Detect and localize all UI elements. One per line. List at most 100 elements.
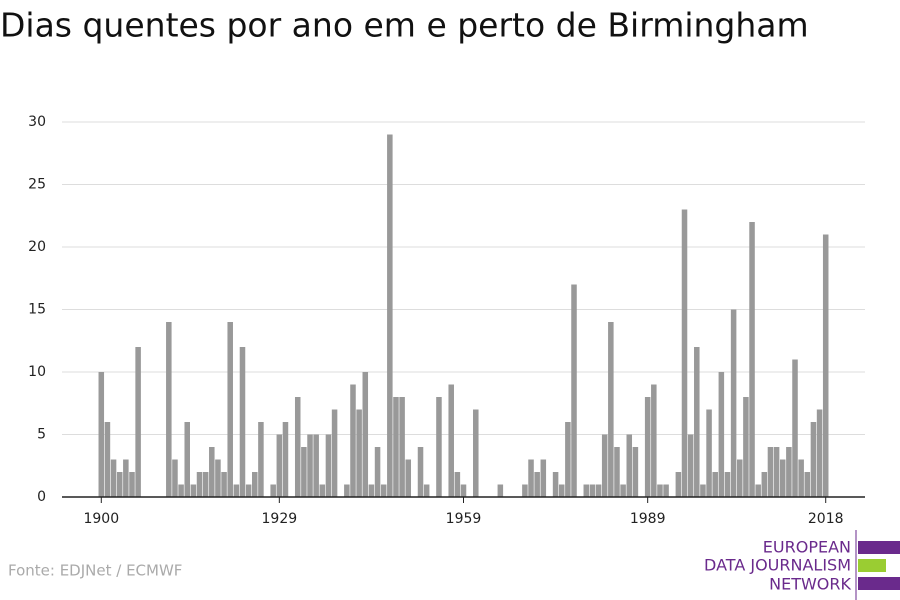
x-tick-label: 1900 xyxy=(83,511,119,527)
bar xyxy=(350,384,356,497)
bar xyxy=(344,484,350,497)
bar xyxy=(387,134,393,497)
bar xyxy=(497,484,504,497)
y-tick-label: 15 xyxy=(28,302,46,318)
bar xyxy=(166,322,172,497)
logo-bar xyxy=(858,559,886,572)
bar xyxy=(540,459,547,497)
bar xyxy=(755,484,761,497)
bar xyxy=(178,484,184,497)
bar xyxy=(749,222,755,497)
bar xyxy=(761,472,768,497)
bar xyxy=(773,447,780,497)
bar xyxy=(687,434,694,497)
y-tick-label: 25 xyxy=(28,177,46,193)
bar xyxy=(620,484,626,497)
bar xyxy=(135,347,141,497)
bar xyxy=(816,409,823,497)
bar xyxy=(276,434,283,497)
bar xyxy=(380,484,387,497)
x-tick-label: 2018 xyxy=(808,511,844,527)
bar xyxy=(724,472,731,497)
bar xyxy=(804,472,811,497)
chart-title: Dias quentes por ano em e perto de Birmi… xyxy=(0,6,809,45)
bar xyxy=(227,322,233,497)
logo-text: EUROPEAN xyxy=(763,538,851,557)
bar xyxy=(325,434,332,497)
bar xyxy=(245,484,252,497)
bar xyxy=(651,384,657,497)
bar xyxy=(718,372,725,497)
bar xyxy=(675,472,682,497)
bar xyxy=(319,484,326,497)
bar xyxy=(393,397,399,497)
source: Fonte: EDJNet / ECMWF xyxy=(8,562,182,580)
logo-bar xyxy=(858,541,900,554)
bar xyxy=(233,484,240,497)
bar xyxy=(294,397,301,497)
bar xyxy=(221,472,227,497)
bar xyxy=(608,322,614,497)
bar xyxy=(694,347,700,497)
bar xyxy=(614,447,620,497)
bar xyxy=(657,484,663,497)
bar xyxy=(626,434,633,497)
bar xyxy=(460,484,467,497)
bar xyxy=(129,472,135,497)
bar xyxy=(681,209,688,497)
bar xyxy=(270,484,276,497)
bar xyxy=(798,459,804,497)
y-tick-label: 10 xyxy=(28,364,46,380)
bar xyxy=(196,472,203,497)
bar xyxy=(589,484,596,497)
bar xyxy=(552,472,559,497)
bar xyxy=(215,459,221,497)
bar xyxy=(810,422,817,497)
bar xyxy=(583,484,590,497)
bar xyxy=(436,397,442,497)
logo-bar xyxy=(858,577,900,590)
bar xyxy=(190,484,197,497)
bar xyxy=(706,409,712,497)
bar xyxy=(779,459,786,497)
bar xyxy=(202,472,209,497)
bar xyxy=(601,434,608,497)
bar xyxy=(534,472,540,497)
x-tick-label: 1929 xyxy=(262,511,298,527)
bar xyxy=(822,234,829,497)
bar xyxy=(209,447,215,497)
bar xyxy=(313,434,319,497)
bar xyxy=(632,447,639,497)
bar xyxy=(374,447,381,497)
y-tick-label: 0 xyxy=(37,489,46,505)
bar xyxy=(522,484,528,497)
bar xyxy=(258,422,264,497)
bar xyxy=(454,472,461,497)
bar xyxy=(448,384,454,497)
bar xyxy=(104,422,111,497)
bar xyxy=(730,309,737,497)
bar xyxy=(399,397,405,497)
bar xyxy=(423,484,430,497)
bar xyxy=(356,409,362,497)
bar xyxy=(595,484,602,497)
y-tick-label: 20 xyxy=(28,239,46,255)
logo-text: DATA JOURNALISM xyxy=(704,556,851,575)
bar xyxy=(368,484,375,497)
bar xyxy=(362,372,369,497)
bar xyxy=(571,284,577,497)
bar xyxy=(252,472,258,497)
logo-text: NETWORK xyxy=(769,575,851,594)
bar xyxy=(473,409,479,497)
bar xyxy=(331,409,338,497)
bar xyxy=(565,422,571,497)
bar xyxy=(663,484,669,497)
bar xyxy=(743,397,749,497)
bar xyxy=(528,459,534,497)
x-tick-label: 1989 xyxy=(630,511,666,527)
bar xyxy=(417,447,424,497)
bar xyxy=(123,459,129,497)
bar xyxy=(644,397,651,497)
logo: EUROPEAN DATA JOURNALISM NETWORK xyxy=(704,530,900,600)
